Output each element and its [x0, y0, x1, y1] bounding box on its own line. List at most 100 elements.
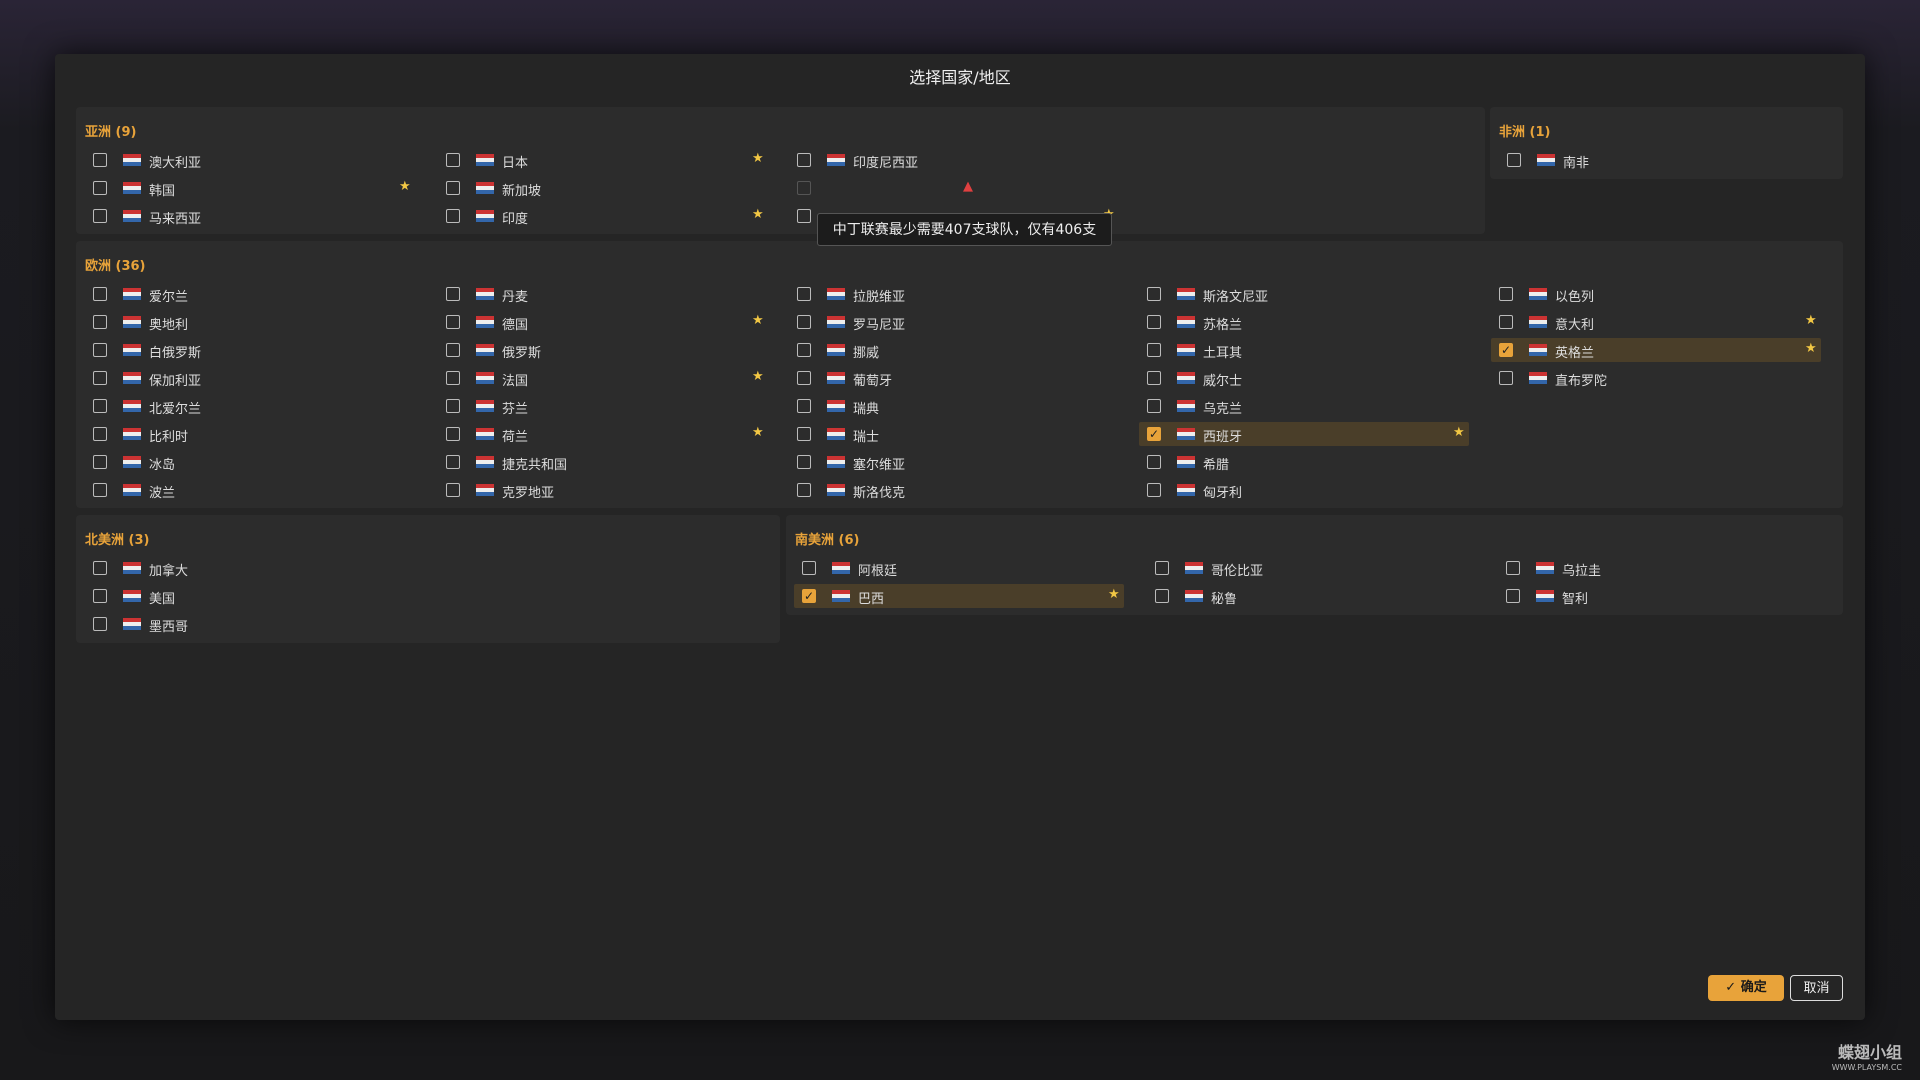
checkbox[interactable] — [1147, 483, 1161, 497]
country-name: 白俄罗斯 — [149, 346, 202, 361]
checkbox[interactable] — [446, 209, 460, 223]
checkbox[interactable]: ✓ — [1499, 343, 1513, 357]
country-name: 威尔士 — [1203, 374, 1243, 389]
star-icon: ★ — [752, 151, 764, 166]
checkbox[interactable] — [93, 399, 107, 413]
checkbox[interactable] — [797, 483, 811, 497]
region-panel — [76, 107, 1485, 234]
checkbox[interactable] — [1147, 287, 1161, 301]
checkbox[interactable] — [1499, 287, 1513, 301]
checkbox[interactable] — [797, 399, 811, 413]
checkbox[interactable]: ✓ — [802, 589, 816, 603]
checkbox[interactable] — [446, 455, 460, 469]
flag-icon — [827, 400, 845, 412]
checkbox[interactable] — [1147, 315, 1161, 329]
checkbox[interactable] — [797, 287, 811, 301]
watermark-url: WWW.PLAYSM.CC — [1831, 1063, 1902, 1072]
flag-icon — [827, 372, 845, 384]
checkbox[interactable] — [797, 315, 811, 329]
country-name: 罗马尼亚 — [853, 318, 906, 333]
checkbox[interactable] — [93, 455, 107, 469]
checkbox[interactable] — [1506, 589, 1520, 603]
checkbox[interactable] — [1147, 455, 1161, 469]
watermark-title: 蝶翅小组 — [1837, 1043, 1902, 1062]
checkbox[interactable] — [797, 153, 811, 167]
checkbox[interactable] — [93, 181, 107, 195]
checkbox[interactable] — [93, 561, 107, 575]
flag-icon — [827, 456, 845, 468]
checkbox[interactable] — [93, 153, 107, 167]
checkbox[interactable] — [446, 315, 460, 329]
flag-icon — [476, 456, 494, 468]
checkbox[interactable] — [446, 399, 460, 413]
checkbox[interactable] — [93, 315, 107, 329]
checkbox[interactable] — [93, 617, 107, 631]
region-panel — [76, 515, 780, 643]
country-name: 直布罗陀 — [1555, 374, 1608, 389]
checkbox[interactable] — [1155, 561, 1169, 575]
checkbox[interactable] — [1155, 589, 1169, 603]
country-name: 印度尼西亚 — [853, 156, 919, 171]
flag-icon — [123, 288, 141, 300]
flag-icon — [123, 428, 141, 440]
checkbox[interactable] — [93, 287, 107, 301]
region-header: 非洲 (1) — [1499, 125, 1551, 140]
flag-icon — [827, 288, 845, 300]
checkbox[interactable]: ✓ — [1147, 427, 1161, 441]
cancel-button[interactable]: 取消 — [1790, 975, 1843, 1001]
country-name: 苏格兰 — [1203, 318, 1243, 333]
checkbox[interactable] — [93, 209, 107, 223]
country-name: 英格兰 — [1555, 346, 1595, 361]
checkbox[interactable] — [1507, 153, 1521, 167]
checkbox[interactable] — [446, 427, 460, 441]
region-header: 北美洲 (3) — [85, 533, 150, 548]
checkbox[interactable] — [446, 181, 460, 195]
flag-icon — [476, 182, 494, 194]
country-name: 保加利亚 — [149, 374, 202, 389]
flag-icon — [123, 400, 141, 412]
checkbox[interactable] — [93, 589, 107, 603]
country-name: 哥伦比亚 — [1211, 564, 1264, 579]
checkbox[interactable] — [802, 561, 816, 575]
region-header: 欧洲 (36) — [85, 259, 146, 274]
country-name: 美国 — [149, 592, 176, 607]
checkbox[interactable] — [1147, 371, 1161, 385]
checkbox[interactable] — [93, 343, 107, 357]
flag-icon — [123, 316, 141, 328]
flag-icon — [827, 316, 845, 328]
region-header: 亚洲 (9) — [85, 125, 137, 140]
confirm-button[interactable]: ✓ 确定 — [1708, 975, 1784, 1001]
flag-icon — [1177, 456, 1195, 468]
country-name: 拉脱维亚 — [853, 290, 906, 305]
checkbox[interactable] — [797, 455, 811, 469]
checkbox[interactable] — [1499, 315, 1513, 329]
checkbox[interactable] — [1506, 561, 1520, 575]
region-header: 南美洲 (6) — [795, 533, 860, 548]
country-name: 德国 — [502, 318, 529, 333]
warning-icon: ▲ — [963, 179, 973, 194]
country-name: 波兰 — [149, 486, 176, 501]
flag-icon — [1536, 590, 1554, 602]
checkbox[interactable] — [93, 427, 107, 441]
country-name: 印度 — [502, 212, 529, 227]
checkbox[interactable] — [1147, 343, 1161, 357]
checkbox[interactable] — [446, 343, 460, 357]
checkbox[interactable] — [446, 287, 460, 301]
checkbox[interactable] — [446, 371, 460, 385]
checkbox[interactable] — [1147, 399, 1161, 413]
region-panel — [1490, 107, 1843, 179]
flag-icon — [123, 562, 141, 574]
checkbox[interactable] — [446, 483, 460, 497]
confirm-label: 确定 — [1740, 980, 1767, 995]
checkbox[interactable] — [797, 209, 811, 223]
country-name: 西班牙 — [1203, 430, 1243, 445]
checkbox[interactable] — [797, 427, 811, 441]
checkbox[interactable] — [93, 371, 107, 385]
checkbox[interactable] — [1499, 371, 1513, 385]
checkbox[interactable] — [797, 343, 811, 357]
flag-icon — [123, 182, 141, 194]
checkbox[interactable] — [446, 153, 460, 167]
checkbox[interactable] — [797, 371, 811, 385]
star-icon: ★ — [399, 179, 411, 194]
checkbox[interactable] — [93, 483, 107, 497]
